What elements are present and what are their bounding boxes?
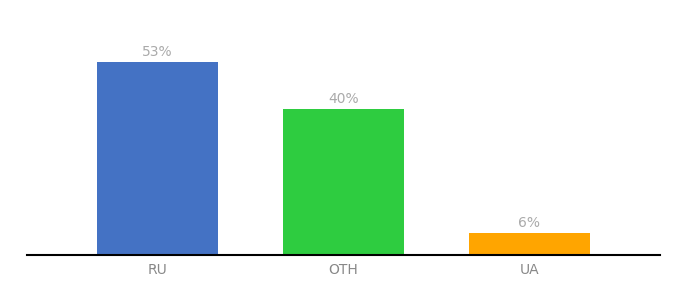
Text: 53%: 53%	[142, 45, 173, 58]
Bar	[283, 109, 404, 255]
Text: 6%: 6%	[518, 216, 541, 230]
Bar	[469, 233, 590, 255]
Bar	[97, 61, 218, 255]
Text: 40%: 40%	[328, 92, 359, 106]
